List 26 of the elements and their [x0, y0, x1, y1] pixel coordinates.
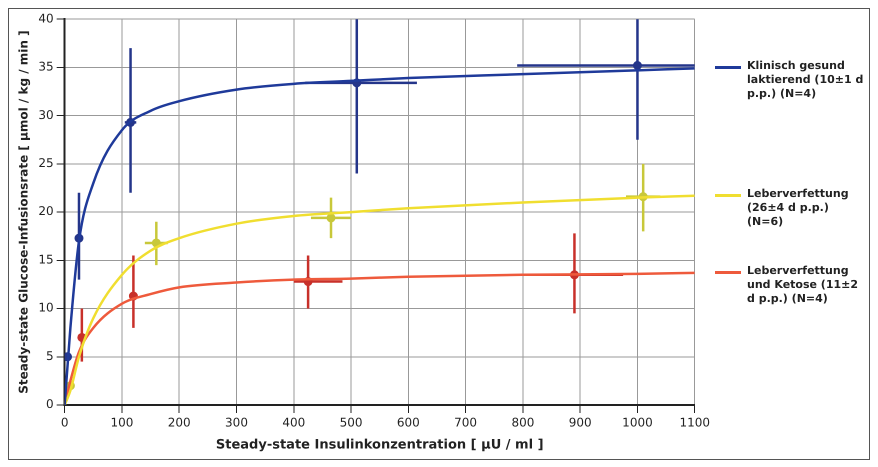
x-tick-label: 800 — [511, 415, 534, 430]
y-tick-label: 5 — [46, 348, 54, 363]
y-axis-title: Steady-state Glucose-Infusionsrate [ µmol / kg / min ] — [16, 30, 30, 394]
y-tick-label: 25 — [38, 156, 54, 170]
x-tick-label: 900 — [568, 415, 592, 430]
x-tick-label: 400 — [282, 415, 306, 430]
y-tick-label: 15 — [38, 252, 54, 266]
x-axis-title: Steady-state Insulinkonzentration [ µU / ml ] — [216, 438, 544, 453]
legend-label: Leberverfettung und Ketose (11±2 d p.p.) (N=4) — [747, 264, 860, 306]
x-tick-label: 600 — [396, 415, 420, 430]
y-tick-label: 0 — [46, 397, 54, 412]
x-tick-label: 700 — [454, 415, 478, 430]
legend-label: Leberverfettung (26±4 d p.p.) (N=6) — [747, 186, 850, 229]
y-tick-label: 30 — [38, 108, 54, 122]
legend-label: Klinisch gesund laktierend (10±1 d p.p.) (N=4) — [747, 59, 864, 102]
y-tick-label: 20 — [38, 204, 54, 218]
x-tick-label: 200 — [168, 415, 191, 430]
x-tick-label: 1100 — [679, 415, 710, 430]
x-tick-label: 500 — [340, 415, 363, 430]
x-tick-label: 100 — [110, 415, 134, 430]
x-tick-label: 1000 — [622, 415, 653, 430]
x-tick-label: 0 — [60, 415, 68, 430]
y-tick-label: 35 — [38, 60, 54, 74]
y-tick-label: 10 — [38, 300, 54, 315]
y-tick-label: 40 — [38, 11, 54, 26]
x-tick-label: 300 — [225, 415, 248, 430]
